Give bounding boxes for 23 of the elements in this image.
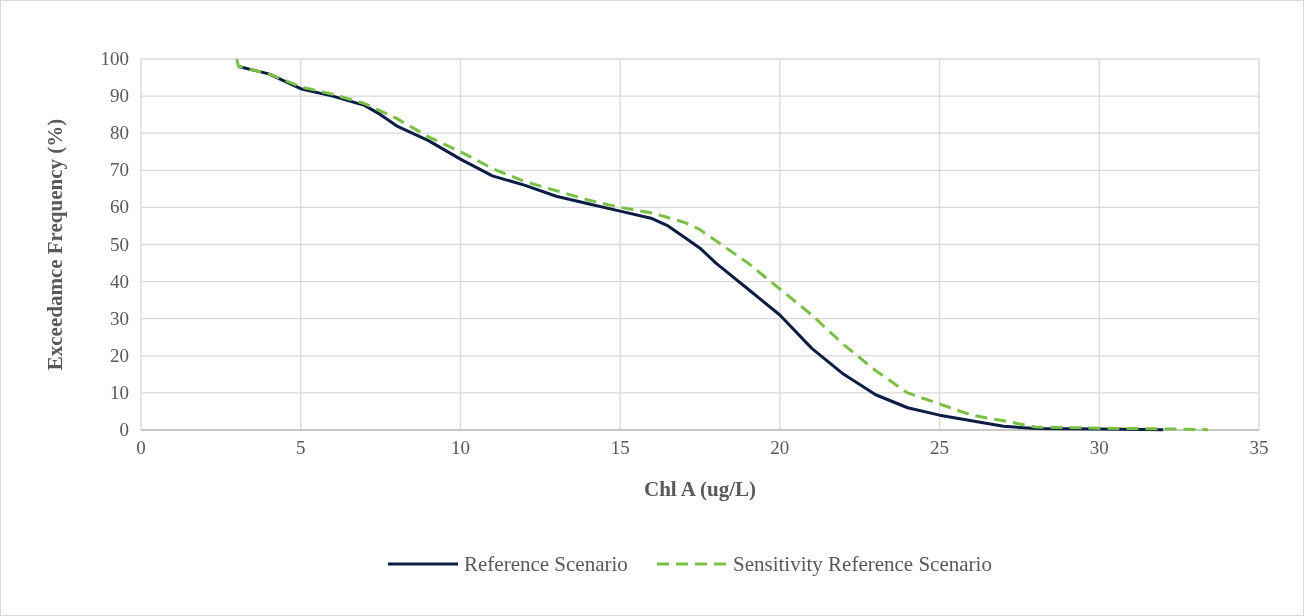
y-tick-label: 40 — [110, 270, 129, 292]
y-tick-label: 30 — [110, 307, 129, 329]
x-tick-label: 35 — [1249, 437, 1269, 458]
legend-label: Sensitivity Reference Scenario — [733, 552, 992, 576]
y-tick-label: 50 — [110, 233, 129, 255]
y-tick-label: 70 — [110, 159, 129, 181]
y-tick-label: 0 — [119, 419, 129, 440]
x-tick-label: 15 — [610, 437, 630, 458]
y-tick-label: 20 — [110, 344, 129, 366]
x-tick-label: 30 — [1089, 437, 1109, 458]
y-tick-label: 80 — [110, 122, 129, 144]
y-tick-label: 10 — [110, 381, 129, 403]
y-tick-label: 60 — [110, 196, 129, 218]
x-tick-label: 5 — [295, 437, 306, 458]
y-axis-title: Exceedamce Frequency (%) — [43, 118, 67, 371]
x-tick-label: 20 — [770, 437, 790, 458]
x-axis-title: Chl A (ug/L) — [643, 477, 757, 501]
x-tick-label: 10 — [450, 437, 470, 458]
y-tick-label: 90 — [110, 85, 129, 107]
y-tick-label: 100 — [100, 48, 129, 69]
x-tick-label: 0 — [136, 437, 146, 458]
x-tick-label: 25 — [930, 437, 950, 458]
legend-label: Reference Scenario — [464, 552, 628, 576]
